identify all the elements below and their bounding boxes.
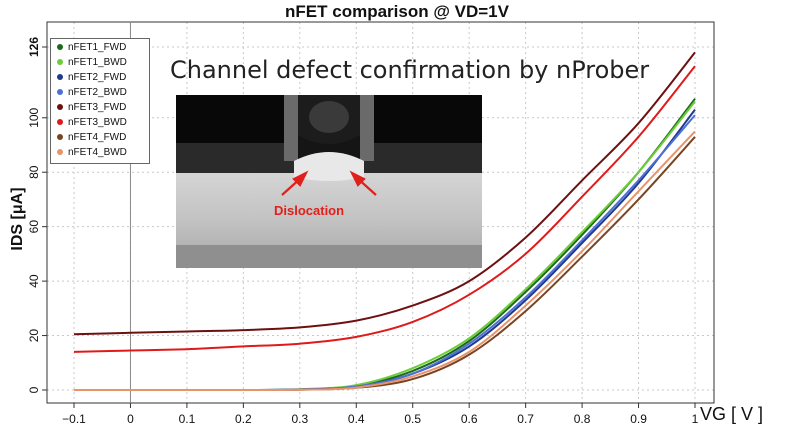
legend-marker [57, 74, 63, 81]
x-tick-label: 0.7 [517, 412, 534, 426]
plot-frame [46, 21, 715, 404]
tem-micrograph [176, 95, 482, 268]
legend-label: nFET1_FWD [68, 42, 127, 53]
legend-label: nFET3_BWD [68, 117, 127, 128]
x-axis-label: VG [ V ] [700, 404, 764, 424]
y-tick-label: 0 [27, 386, 41, 393]
x-tick-label: 0.1 [179, 412, 196, 426]
x-tick-label: 0.5 [404, 412, 421, 426]
y-tick-label: 80 [27, 165, 41, 179]
legend-item: nFET4_FWD [57, 132, 149, 147]
x-tick-label: 0 [127, 412, 134, 426]
x-tick-label: 1 [692, 412, 699, 426]
y-tick-label: 60 [27, 220, 41, 234]
y-axis-label: IDS [μA] [9, 187, 26, 251]
legend-item: nFET2_FWD [57, 72, 149, 87]
legend-marker [57, 119, 63, 126]
annotation-caption: Channel defect confirmation by nProber [170, 56, 650, 84]
legend-marker [57, 44, 63, 51]
y-tick-label: 100 [27, 107, 41, 127]
legend-label: nFET3_FWD [68, 102, 127, 113]
x-tick-label: −0.1 [62, 412, 86, 426]
x-tick-label: 0.4 [348, 412, 365, 426]
y-tick-label: 40 [27, 274, 41, 288]
tick-labels: −0.1 0 0.1 0.2 0.3 0.4 0.5 0.6 0.7 0.8 0.9 1 0 20 40 60… [27, 37, 699, 426]
legend-label: nFET2_BWD [68, 87, 127, 98]
legend-marker [57, 59, 63, 66]
x-tick-label: 0.6 [461, 412, 478, 426]
legend-item: nFET3_BWD [57, 117, 149, 132]
legend-label: nFET4_FWD [68, 132, 127, 143]
x-tick-label: 0.8 [574, 412, 591, 426]
series-line-nfet3-bwd [73, 65, 696, 353]
legend-item: nFET1_BWD [57, 57, 149, 72]
chart-title: nFET comparison @ VD=1V [285, 2, 509, 21]
x-tick-label: 0.2 [235, 412, 252, 426]
legend: nFET1_FWD nFET1_BWD nFET2_FWD nFET2_BWD nFET… [50, 38, 150, 164]
legend-item: nFET2_BWD [57, 87, 149, 102]
legend-label: nFET4_BWD [68, 147, 127, 158]
legend-marker [57, 104, 63, 111]
legend-item: nFET1_FWD [57, 42, 149, 57]
y-tick-label: 126 [27, 37, 41, 57]
x-tick-label: 0.9 [630, 412, 647, 426]
y-tick-label: 20 [27, 329, 41, 343]
legend-marker [57, 134, 63, 141]
series-line-nfet4-bwd [74, 130, 696, 392]
legend-label: nFET1_BWD [68, 57, 127, 68]
legend-label: nFET2_FWD [68, 72, 127, 83]
tem-inset-image: Dislocation [176, 95, 482, 268]
series-line-nfet3-fwd [73, 51, 696, 336]
series-lines [73, 51, 696, 392]
legend-marker [57, 149, 63, 156]
legend-item: nFET3_FWD [57, 102, 149, 117]
legend-marker [57, 89, 63, 96]
legend-item: nFET4_BWD [57, 147, 149, 162]
x-tick-label: 0.3 [291, 412, 308, 426]
inset-label: Dislocation [274, 203, 345, 218]
